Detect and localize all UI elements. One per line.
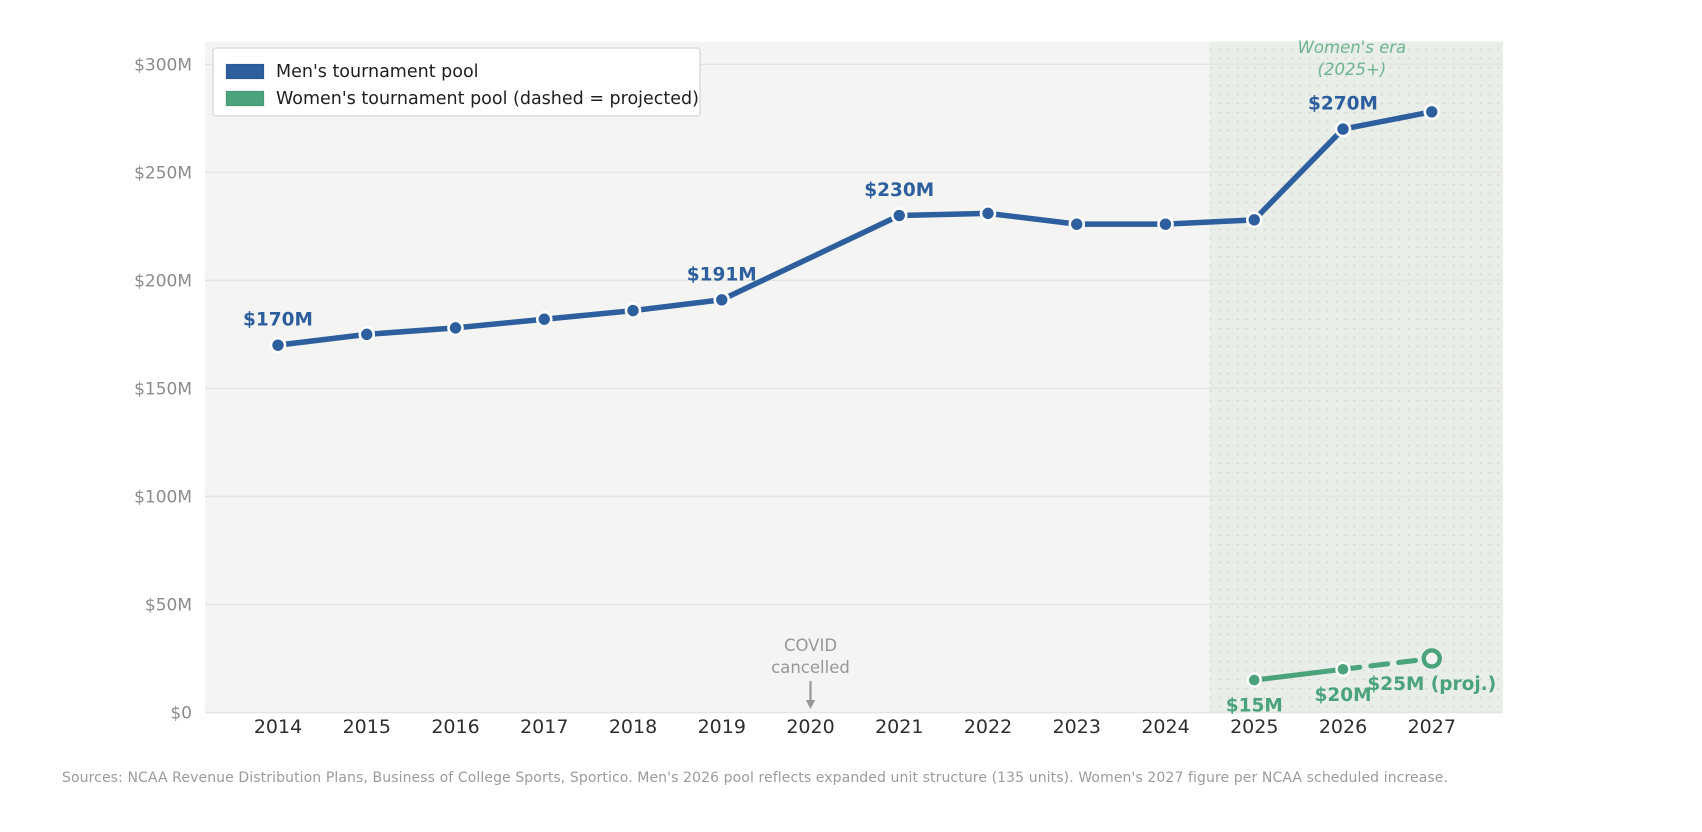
point-label: $20M — [1314, 685, 1371, 706]
mens-marker — [979, 205, 997, 222]
x-tick-label: 2022 — [964, 716, 1012, 738]
y-tick-label: $300M — [134, 55, 192, 75]
womens-era-line: Women's era — [1298, 38, 1407, 57]
point-labels: $170M $191M $230M $270M $15M $20M$25M (proj.) — [243, 94, 1496, 717]
x-tick-label: 2023 — [1053, 716, 1101, 738]
y-tick-label: $100M — [134, 487, 192, 507]
mens-marker — [1245, 211, 1263, 229]
x-tick-label: 2024 — [1141, 716, 1189, 738]
mens-marker — [1068, 215, 1086, 233]
mens-marker — [1157, 215, 1174, 233]
y-tick-label: $150M — [134, 379, 192, 399]
mens-marker — [1334, 120, 1352, 138]
point-label: $15M — [1226, 696, 1283, 717]
x-tick-label: 2016 — [431, 716, 479, 738]
legend-label: Women's tournament pool (dashed = projec… — [276, 89, 699, 109]
covid-arrow-head — [805, 700, 816, 709]
point-label: $230M — [864, 180, 934, 201]
covid-annotation-line: COVID — [784, 636, 837, 655]
x-tick-label: 2018 — [609, 716, 657, 738]
y-axis-labels: $0 $50M $100M $150M $200M $250M $300M — [134, 55, 192, 723]
mens-marker — [1423, 103, 1441, 121]
y-tick-label: $0 — [170, 704, 192, 724]
x-tick-label: 2020 — [786, 716, 834, 738]
womens-series — [1246, 648, 1442, 688]
legend-swatch — [225, 90, 265, 107]
mens-marker — [447, 319, 464, 337]
point-label: $270M — [1308, 94, 1378, 115]
legend-swatch — [225, 63, 265, 80]
point-label: $170M — [243, 310, 313, 331]
womens-line-solid — [1251, 666, 1346, 683]
mens-marker — [624, 302, 642, 319]
covid-annotation-line: cancelled — [771, 658, 850, 677]
y-tick-label: $50M — [145, 595, 192, 615]
point-label: $191M — [687, 264, 757, 285]
womens-marker — [1246, 672, 1262, 688]
x-tick-label: 2017 — [520, 716, 568, 738]
legend: Men's tournament pool Women's tournament … — [212, 47, 701, 117]
y-tick-label: $250M — [134, 163, 192, 183]
womens-era-line: (2025+) — [1318, 60, 1387, 79]
mens-marker — [713, 291, 731, 309]
point-label: $25M (proj.) — [1367, 674, 1496, 695]
womens-line-projected — [1340, 655, 1435, 672]
x-axis-labels: 2014 2015 2016 2017 2018 2019 2020 2021 2022 2023… — [254, 716, 1456, 738]
mens-marker — [358, 326, 376, 343]
legend-item: Men's tournament pool — [225, 62, 479, 82]
womens-era-shade-dots — [1209, 41, 1503, 713]
mens-marker — [890, 207, 908, 224]
x-tick-label: 2014 — [254, 716, 302, 738]
x-tick-label: 2026 — [1319, 716, 1367, 738]
mens-marker — [535, 310, 553, 328]
source-note: Sources: NCAA Revenue Distribution Plans… — [62, 770, 1449, 786]
womens-era-annotation: Women's era (2025+) — [1298, 38, 1407, 79]
womens-marker-projected — [1421, 648, 1442, 669]
legend-item: Women's tournament pool (dashed = projec… — [225, 89, 699, 109]
mens-series — [269, 103, 1441, 354]
x-tick-label: 2027 — [1408, 716, 1456, 738]
legend-label: Men's tournament pool — [276, 62, 479, 82]
gridlines — [205, 63, 1503, 714]
x-tick-label: 2015 — [343, 716, 391, 738]
legend-box — [212, 47, 701, 117]
womens-marker — [1335, 661, 1351, 677]
x-tick-label: 2021 — [875, 716, 923, 738]
mens-marker — [269, 336, 287, 354]
y-tick-label: $200M — [134, 271, 192, 291]
x-tick-label: 2019 — [698, 716, 746, 738]
x-tick-label: 2025 — [1230, 716, 1278, 738]
covid-annotation: COVID cancelled — [771, 636, 850, 709]
